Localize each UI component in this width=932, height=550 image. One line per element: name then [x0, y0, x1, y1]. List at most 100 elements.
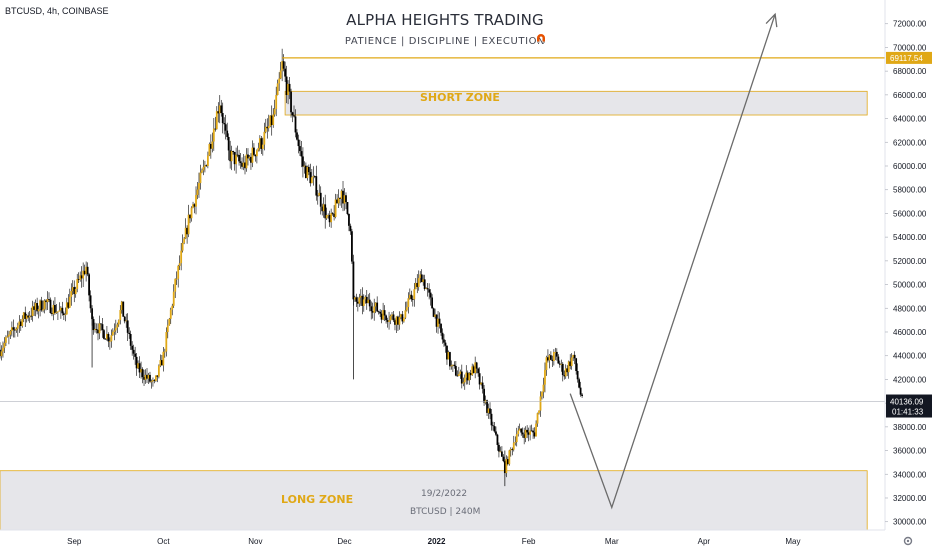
candle-body [445, 343, 447, 346]
candle-body [179, 263, 181, 266]
candle-body [41, 301, 43, 311]
candle-body [376, 303, 378, 312]
candle-body [404, 310, 406, 317]
candle-body [167, 325, 169, 332]
candle-body [302, 156, 304, 166]
short-zone-box [285, 91, 867, 115]
candle-body [293, 115, 295, 116]
candle-body [311, 177, 313, 183]
candle-body [223, 123, 225, 124]
candle-body [476, 362, 478, 368]
candle-body [93, 319, 95, 330]
candle-body [296, 132, 298, 139]
candle-body [113, 330, 115, 331]
y-tick-label: 46000.00 [893, 328, 927, 337]
candle-body [292, 112, 294, 115]
y-tick-label: 72000.00 [893, 20, 927, 29]
x-tick-label: Oct [157, 537, 170, 546]
candle-body [320, 193, 322, 207]
candle-body [90, 295, 92, 308]
candle-body [203, 167, 205, 170]
candle-body [284, 69, 286, 77]
candle-body [131, 346, 133, 350]
candle-body [207, 155, 209, 166]
candle-body [110, 335, 112, 341]
candle-body [477, 369, 479, 374]
candle-body [195, 195, 197, 207]
x-tick-label: Apr [698, 537, 711, 546]
candle-body [238, 155, 240, 161]
candle-body [462, 382, 464, 383]
candle-body [535, 424, 537, 437]
candle-body [345, 195, 347, 202]
candle-body [581, 395, 583, 396]
y-tick-label: 42000.00 [893, 375, 927, 384]
candle-body [508, 450, 510, 464]
candle-body [369, 300, 371, 307]
current-price-label: 40136.09 [890, 398, 924, 407]
candle-body [180, 251, 182, 264]
candle-body [162, 352, 164, 366]
candle-body [497, 435, 499, 445]
candle-body [240, 161, 242, 163]
candle-body [388, 320, 390, 321]
candle-body [103, 330, 105, 339]
candle-body [278, 79, 280, 84]
candle-body [283, 61, 285, 68]
candle-body [430, 293, 432, 298]
candle-body [7, 337, 9, 338]
candle-body [578, 379, 580, 387]
candle-body [449, 352, 451, 366]
candle-body [406, 307, 408, 310]
y-tick-label: 64000.00 [893, 115, 927, 124]
candle-body [384, 310, 386, 315]
candle-body [350, 226, 352, 231]
candle-body [544, 370, 546, 385]
candle-body [385, 315, 387, 320]
candle-body [235, 155, 237, 164]
candle-body [464, 378, 466, 383]
candle-body [99, 323, 101, 333]
magnet-icon[interactable] [534, 31, 548, 45]
candle-body [403, 318, 405, 322]
candle-body [351, 231, 353, 261]
y-tick-label: 70000.00 [893, 43, 927, 52]
candle-body [177, 266, 179, 279]
candle-body [580, 388, 582, 395]
candle-body [119, 310, 121, 320]
candle-body [280, 70, 282, 78]
x-tick-label: May [785, 537, 800, 546]
candle-body [295, 116, 297, 132]
y-tick-label: 56000.00 [893, 209, 927, 218]
candle-body [197, 190, 199, 195]
candle-body [75, 289, 77, 294]
candle-body [522, 433, 524, 435]
candle-body [482, 383, 484, 389]
candle-body [58, 310, 60, 311]
candle-body [301, 151, 303, 156]
candle-body [277, 83, 279, 95]
candle-body [575, 358, 577, 371]
candle-body [272, 114, 274, 125]
candle-body [514, 442, 516, 443]
candle-body [142, 369, 144, 377]
candle-body [458, 374, 460, 376]
x-tick-label: Mar [605, 537, 619, 546]
candle-body [577, 371, 579, 379]
candle-body [407, 298, 409, 307]
candle-body [134, 354, 136, 357]
candle-body [69, 297, 71, 308]
candle-body [574, 355, 576, 358]
candle-body [127, 320, 129, 332]
x-tick-label: Sep [67, 537, 82, 546]
candle-body [520, 429, 522, 433]
y-tick-label: 52000.00 [893, 257, 927, 266]
candle-body [57, 311, 59, 312]
y-tick-label: 66000.00 [893, 91, 927, 100]
candle-body [216, 111, 218, 129]
candle-body [399, 317, 401, 324]
candle-body [412, 299, 414, 300]
candle-body [115, 328, 117, 331]
